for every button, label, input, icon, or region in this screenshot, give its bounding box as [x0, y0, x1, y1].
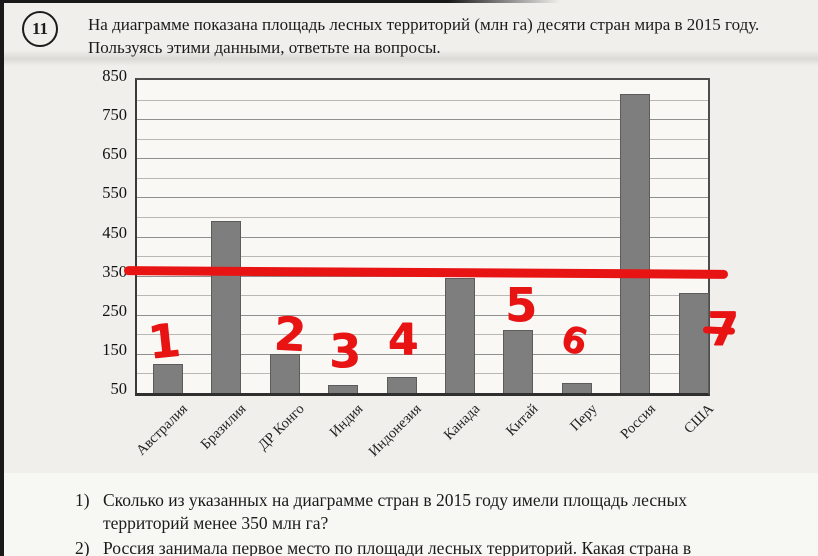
gridline-450: [137, 236, 708, 238]
bar-china: [503, 330, 534, 393]
x-label-india: Индия: [326, 401, 367, 441]
bar-india: [328, 385, 359, 393]
bar-usa: [678, 293, 709, 393]
y-tick-label: 350: [102, 261, 127, 281]
x-label-brazil: Бразилия: [197, 401, 250, 453]
bar-australia: [153, 363, 183, 393]
gridline-700: [137, 138, 708, 140]
scan-edge-top: [0, 0, 560, 3]
scan-edge-left: [0, 0, 4, 556]
gridline-800: [137, 99, 708, 101]
handwritten-mark-2: 2: [272, 306, 308, 362]
bar-peru: [561, 383, 592, 393]
handwritten-mark-5: 5: [504, 278, 538, 332]
question-number: 2): [75, 538, 90, 556]
question-text: Сколько из указанных на диаграмме стран …: [103, 489, 687, 535]
gridline-400: [137, 256, 708, 258]
x-label-russia: Россия: [617, 401, 659, 443]
gridline-550: [137, 197, 708, 199]
question-2: 2) Россия занимала первое место по площад…: [75, 537, 795, 556]
problem-number: 11: [31, 19, 49, 38]
y-tick-label: 650: [102, 144, 127, 164]
problem-number-badge: 11: [22, 11, 58, 47]
handwritten-mark-1: 1: [145, 312, 183, 370]
y-tick-label: 150: [102, 339, 127, 359]
gridline-200: [137, 334, 708, 336]
bar-canada: [445, 277, 475, 393]
question-text: Россия занимала первое место по площади …: [103, 537, 691, 556]
x-label-peru: Перу: [566, 401, 601, 435]
gridline-750: [137, 119, 708, 121]
handwritten-mark-4: 4: [387, 314, 419, 366]
questions-background: [4, 473, 818, 556]
statement-line: На диаграмме показана площадь лесных тер…: [88, 15, 760, 34]
gridline-500: [137, 216, 708, 218]
question-number: 1): [75, 490, 90, 510]
questions-block: 1) Сколько из указанных на диаграмме стра…: [75, 489, 795, 556]
bar-dr-congo: [269, 353, 300, 393]
problem-statement: На диаграмме показана площадь лесных тер…: [88, 13, 788, 59]
y-tick-label: 850: [102, 66, 127, 85]
x-label-canada: Канада: [440, 401, 484, 444]
x-label-dr-congo: ДР Конго: [255, 401, 309, 454]
y-tick-label: 450: [102, 222, 127, 242]
gridline-300: [137, 295, 708, 297]
handwritten-mark-7: 7: [706, 302, 740, 356]
handwritten-mark-3: 3: [328, 324, 362, 378]
y-tick-label: 750: [102, 105, 127, 125]
scan-shadow-band: [0, 50, 818, 66]
x-label-australia: Австралия: [133, 401, 192, 459]
question-line: Сколько из указанных на диаграмме стран …: [103, 490, 688, 510]
question-line: Россия занимала первое место по площади …: [103, 538, 692, 556]
gridline-100: [137, 373, 708, 375]
y-tick-label: 50: [110, 379, 128, 398]
gridline-150: [137, 353, 708, 355]
x-label-indonesia: Индонезия: [365, 401, 425, 460]
bar-brazil: [211, 220, 242, 393]
y-tick-label: 550: [102, 183, 127, 203]
y-tick-label: 250: [102, 300, 127, 320]
statement-line: Пользуясь этими данными, ответьте на воп…: [88, 38, 441, 57]
x-label-china: Китай: [503, 401, 542, 440]
question-line: территорий менее 350 млн га?: [103, 513, 329, 533]
bar-russia: [620, 93, 651, 393]
x-label-usa: США: [681, 401, 717, 437]
bar-indonesia: [386, 377, 417, 393]
gridline-650: [137, 158, 708, 160]
bar-chart-plot-area: [135, 78, 710, 396]
question-1: 1) Сколько из указанных на диаграмме стра…: [75, 489, 795, 535]
gridline-600: [137, 177, 708, 179]
gridline-250: [137, 314, 708, 316]
